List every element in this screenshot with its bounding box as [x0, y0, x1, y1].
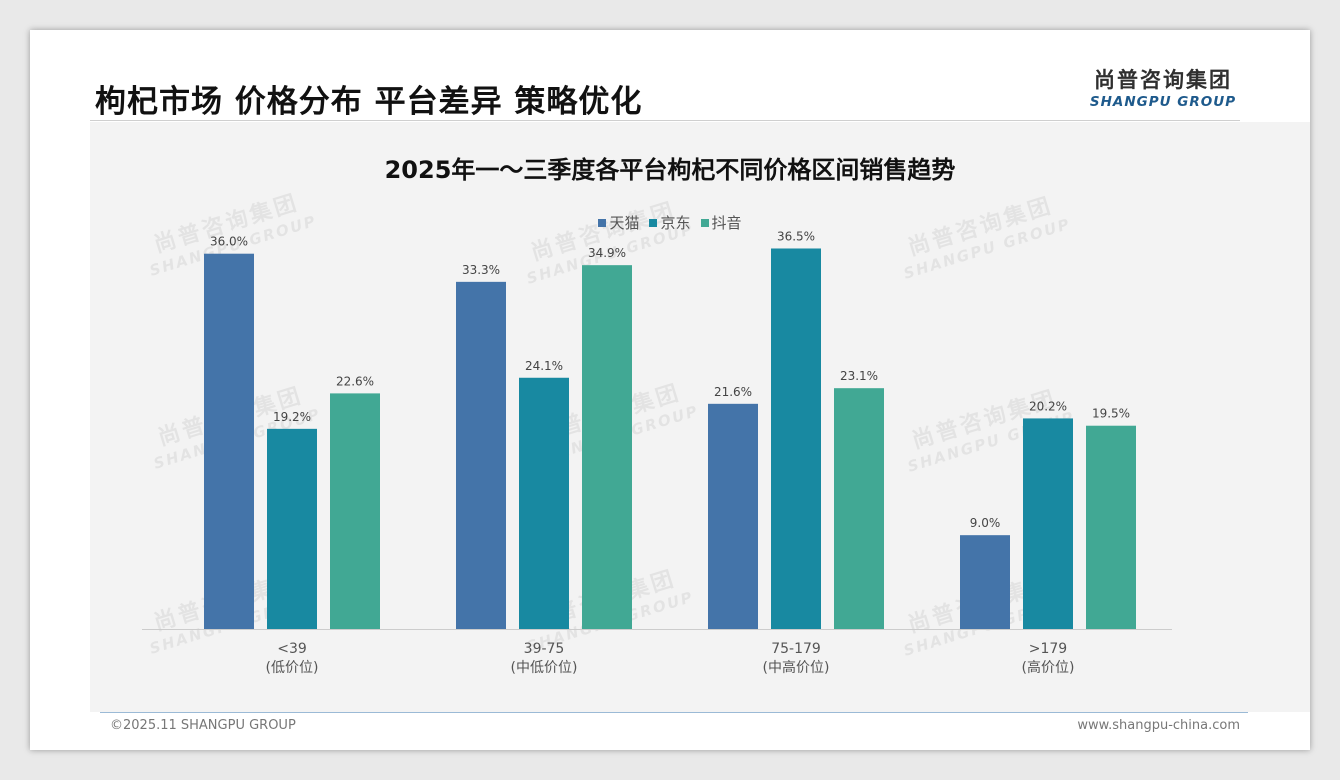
data-label-jd-2: 24.1%	[525, 359, 563, 373]
bar-tmall-3	[708, 403, 758, 629]
data-label-tmall-1: 36.0%	[210, 235, 248, 249]
legend-swatch-jd	[649, 218, 658, 227]
x-tick-sublabel: (中高价位)	[763, 659, 830, 676]
data-label-douyin-1: 22.6%	[336, 374, 374, 388]
legend-label-douyin: 抖音	[711, 214, 742, 232]
data-label-douyin-3: 23.1%	[840, 369, 878, 383]
bar-tmall-4	[960, 535, 1010, 629]
x-tick-sublabel: (中低价位)	[511, 660, 578, 676]
legend-item-jd: 京东	[649, 212, 691, 233]
slide: 尚普咨询集团 SHANGPU GROUP 尚普咨询集团 SHANGPU GROUP …	[30, 30, 1310, 750]
bar-tmall-2	[456, 281, 506, 629]
footer-divider	[100, 712, 1248, 713]
header-divider	[90, 120, 1240, 121]
data-label-jd-4: 20.2%	[1029, 399, 1067, 413]
bar-jd-4	[1023, 418, 1073, 629]
legend-item-douyin: 抖音	[700, 212, 742, 233]
bar-chart: 36.0% 19.2% 22.6% <39 (低价位) 33.3% 24.1% 34.9% 39…	[142, 229, 1172, 676]
x-tick-label: 39-75	[524, 641, 565, 657]
bar-jd-2	[519, 377, 569, 629]
chart-legend: 天猫 京东 抖音	[30, 212, 1310, 233]
legend-item-tmall: 天猫	[598, 212, 639, 233]
logo-cn-text: 尚普咨询集团	[1094, 68, 1232, 92]
data-label-tmall-2: 33.3%	[462, 263, 500, 277]
data-label-douyin-4: 19.5%	[1092, 407, 1130, 421]
x-tick-label: <39	[277, 641, 307, 657]
legend-label-jd: 京东	[660, 214, 691, 232]
bar-jd-3	[771, 248, 821, 630]
x-tick-sublabel: (低价位)	[266, 660, 319, 676]
bar-douyin-1	[330, 393, 380, 629]
x-tick-label: >179	[1029, 641, 1067, 657]
footer-website: www.shangpu-china.com	[1077, 718, 1240, 733]
data-label-douyin-2: 34.9%	[588, 246, 626, 260]
legend-label-tmall: 天猫	[609, 214, 640, 232]
x-tick-sublabel: (高价位)	[1022, 659, 1075, 676]
company-logo: 尚普咨询集团 SHANGPU GROUP	[1088, 64, 1238, 110]
legend-swatch-tmall	[598, 218, 607, 227]
data-label-tmall-4: 9.0%	[970, 516, 1001, 530]
x-tick-label: 75-179	[771, 641, 821, 657]
page-title: 枸杞市场 价格分布 平台差异 策略优化	[95, 84, 643, 120]
footer-copyright: ©2025.11 SHANGPU GROUP	[110, 718, 296, 733]
data-label-tmall-3: 21.6%	[714, 385, 752, 399]
bar-tmall-1	[204, 253, 254, 629]
bar-douyin-4	[1086, 425, 1136, 629]
logo-en-text: SHANGPU GROUP	[1089, 94, 1237, 110]
data-label-jd-1: 19.2%	[273, 410, 311, 424]
bar-jd-1	[267, 428, 317, 629]
legend-swatch-douyin	[700, 218, 709, 227]
bar-douyin-3	[834, 388, 884, 629]
chart-title: 2025年一～三季度各平台枸杞不同价格区间销售趋势	[384, 156, 956, 184]
bar-douyin-2	[582, 265, 632, 629]
data-label-jd-3: 36.5%	[777, 229, 815, 243]
